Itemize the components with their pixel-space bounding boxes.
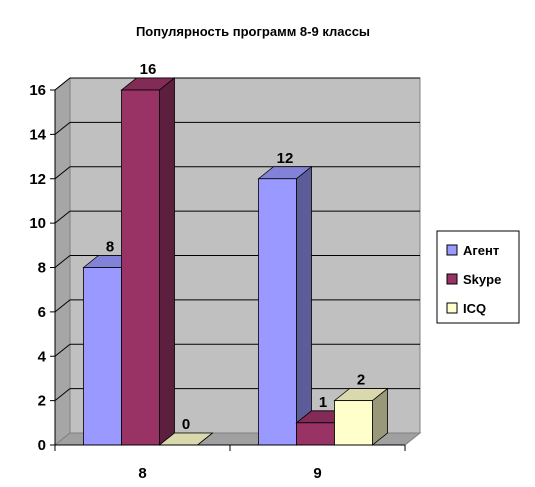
data-label: 12 — [277, 150, 294, 167]
chart-title: Популярность программ 8-9 классы — [136, 24, 370, 39]
y-tick-label: 14 — [29, 126, 46, 143]
bar-Skype-8 — [120, 77, 176, 446]
y-axis: 0 2 4 6 8 10 12 14 16 — [29, 82, 56, 454]
y-tick-label: 4 — [38, 348, 47, 365]
gridline-side — [54, 255, 71, 268]
y-tick-label: 16 — [29, 82, 46, 99]
bar-front — [258, 178, 297, 446]
bar-Агент-9 — [257, 165, 313, 446]
gridline-side — [54, 299, 71, 313]
x-tick-label: 8 — [138, 465, 146, 482]
y-tick-label: 2 — [38, 393, 46, 410]
y-tick-label: 0 — [38, 437, 46, 454]
data-label: 8 — [106, 239, 114, 256]
gridline-side — [54, 77, 71, 91]
bar-side — [159, 77, 175, 446]
bar-side — [296, 165, 312, 446]
gridline-side — [54, 388, 71, 402]
gridline-side — [54, 166, 71, 180]
legend-label: Агент — [463, 243, 499, 258]
legend-label: Skype — [463, 272, 501, 287]
data-label: 0 — [182, 416, 190, 433]
data-label: 1 — [319, 394, 327, 411]
data-label: 16 — [140, 61, 157, 78]
data-label: 2 — [357, 372, 365, 389]
gridline-side — [54, 121, 71, 135]
bar-front — [121, 89, 160, 446]
gridline-side — [54, 210, 71, 224]
legend-swatch — [446, 273, 458, 285]
bar-front — [296, 422, 335, 446]
bar-side — [197, 432, 213, 446]
y-tick-label: 8 — [38, 260, 46, 277]
y-tick-label: 6 — [38, 304, 46, 321]
y-tick-label: 10 — [29, 215, 46, 232]
legend: Агент Skype ICQ — [436, 230, 520, 324]
legend-label: ICQ — [463, 301, 486, 316]
y-tick-label: 12 — [29, 171, 46, 188]
legend-swatch — [446, 302, 458, 314]
x-tick-label: 9 — [313, 465, 321, 482]
gridline-side — [54, 343, 71, 357]
legend-swatch — [446, 244, 458, 256]
bar-front — [334, 400, 373, 446]
bar-ICQ-9 — [333, 387, 389, 446]
bar-front — [83, 267, 122, 446]
